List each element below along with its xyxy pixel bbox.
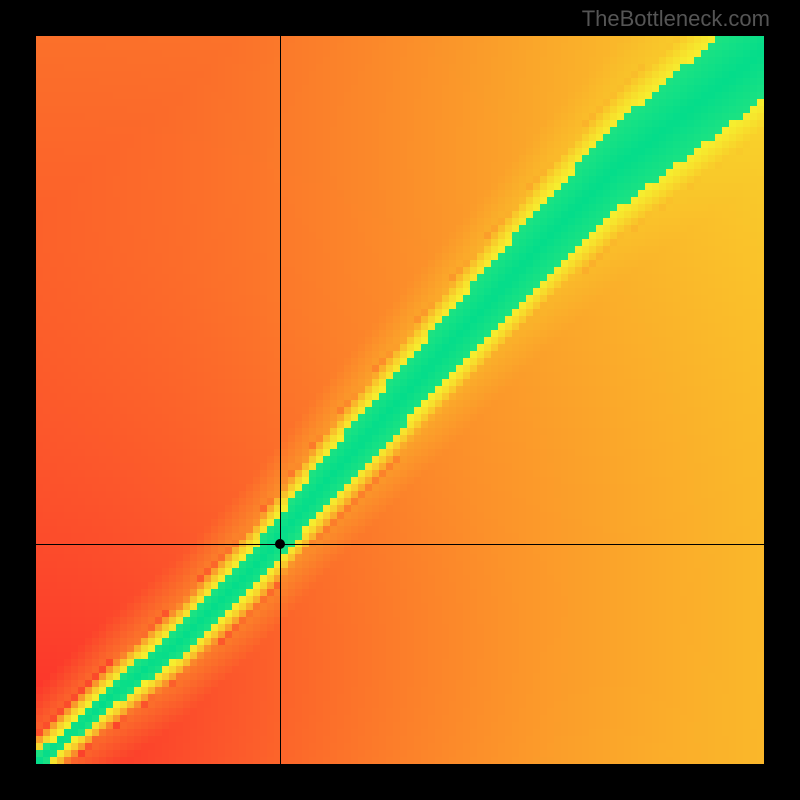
crosshair-vertical (280, 36, 281, 764)
crosshair-horizontal (36, 544, 764, 545)
heatmap-canvas (36, 36, 764, 764)
chart-container: TheBottleneck.com (0, 0, 800, 800)
plot-area (36, 36, 764, 764)
watermark-text: TheBottleneck.com (582, 6, 770, 32)
crosshair-marker (275, 539, 285, 549)
